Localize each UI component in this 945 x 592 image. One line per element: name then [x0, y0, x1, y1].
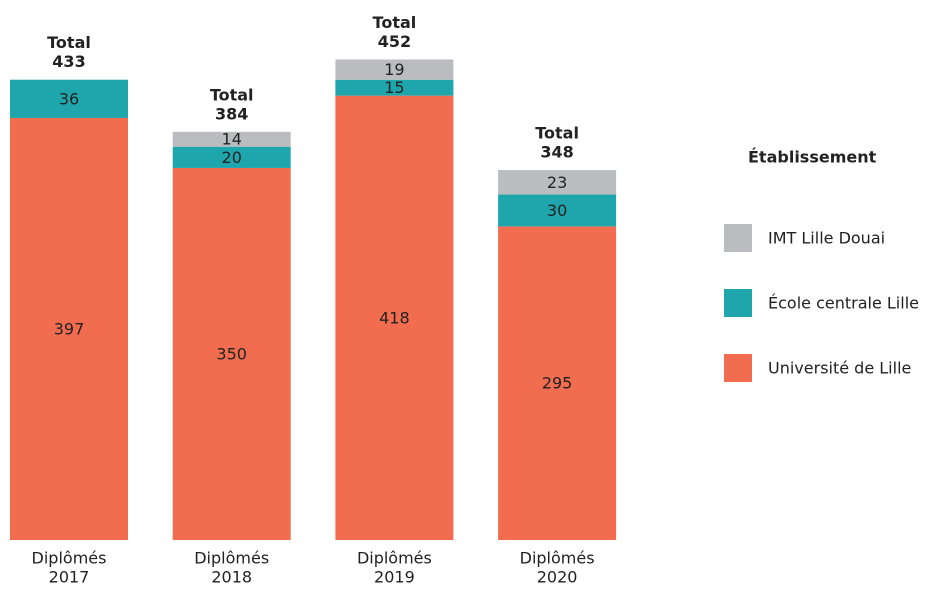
legend-title: Établissement — [748, 148, 877, 167]
bar-segment — [10, 117, 128, 540]
x-tick-label: 2020 — [537, 568, 578, 587]
legend-swatch — [724, 224, 752, 252]
legend-label: École centrale Lille — [768, 294, 919, 313]
legend-label: Université de Lille — [768, 359, 911, 378]
bar-segment — [10, 79, 128, 118]
value-label: 15 — [384, 78, 404, 97]
legend-label: IMT Lille Douai — [768, 229, 885, 248]
x-tick-label: 2018 — [211, 568, 252, 587]
value-label: 23 — [547, 173, 567, 192]
total-value: 348 — [540, 143, 573, 162]
value-label: 36 — [59, 89, 79, 108]
total-value: 452 — [378, 32, 411, 51]
bar-segment — [498, 226, 617, 541]
bar-segment — [172, 167, 291, 540]
total-value: 384 — [215, 104, 248, 123]
bar-segment — [498, 194, 617, 227]
total-label: Total — [47, 33, 91, 52]
value-label: 397 — [54, 319, 85, 338]
total-value: 433 — [52, 52, 85, 71]
x-tick-label: Diplômés — [32, 549, 107, 568]
value-label: 20 — [222, 148, 242, 167]
value-label: 30 — [547, 201, 567, 220]
total-label: Total — [373, 13, 417, 32]
x-tick-label: Diplômés — [520, 549, 595, 568]
bar-segment — [335, 79, 454, 96]
bar-segment — [498, 170, 617, 195]
value-label: 14 — [222, 130, 242, 149]
legend-swatch — [724, 354, 752, 382]
total-label: Total — [210, 85, 254, 104]
value-label: 350 — [216, 344, 247, 363]
total-label: Total — [535, 124, 579, 143]
legend-swatch — [724, 289, 752, 317]
x-tick-label: Diplômés — [357, 549, 432, 568]
bar-segment — [335, 95, 454, 540]
bar-segment — [335, 59, 454, 80]
value-label: 295 — [542, 374, 573, 393]
x-tick-label: Diplômés — [194, 549, 269, 568]
value-label: 19 — [384, 60, 404, 79]
x-tick-label: 2019 — [374, 568, 415, 587]
x-tick-label: 2017 — [49, 568, 90, 587]
value-label: 418 — [379, 308, 410, 327]
bar-segment — [172, 131, 291, 147]
bar-segment — [172, 146, 291, 168]
